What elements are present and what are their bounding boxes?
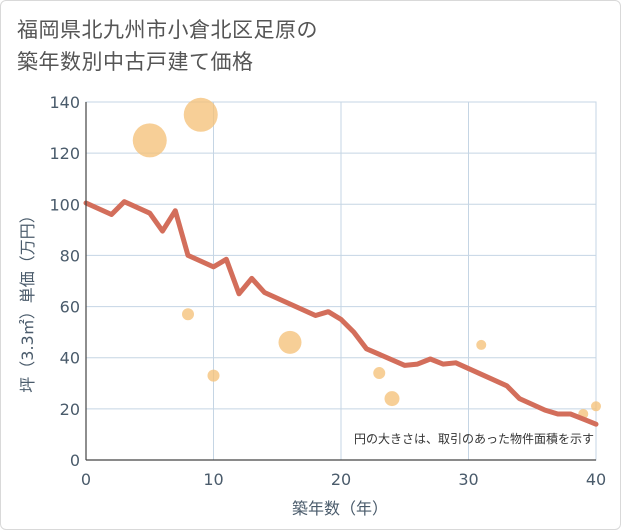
bubble-point <box>207 369 220 382</box>
y-tick-label: 80 <box>60 246 80 265</box>
y-tick-label: 120 <box>49 144 80 163</box>
x-tick-label: 10 <box>203 470 223 489</box>
y-tick-label: 20 <box>60 400 80 419</box>
average-line-series <box>83 199 599 427</box>
bubble-point <box>132 123 167 158</box>
bubble-point <box>182 308 194 321</box>
grid-lines <box>85 101 597 461</box>
bubble-point <box>476 339 487 350</box>
size-note: 円の大きさは、取引のあった物件面積を示す <box>354 431 594 446</box>
x-tick-label: 0 <box>81 470 91 489</box>
bubble-point <box>373 367 386 380</box>
average-price-line <box>83 199 599 427</box>
bubble-point <box>591 401 601 412</box>
x-tick-label: 30 <box>458 470 478 489</box>
bubble-series <box>132 97 601 419</box>
title-line-1: 福岡県北九州市小倉北区足原の <box>17 18 318 42</box>
title-line-2: 築年数別中古戸建て価格 <box>17 50 254 74</box>
y-tick-label: 40 <box>60 349 80 368</box>
x-tick-label: 20 <box>331 470 351 489</box>
bubble-point <box>278 330 302 354</box>
bubble-point <box>183 97 218 132</box>
y-tick-label: 140 <box>49 93 80 112</box>
y-tick-label: 100 <box>49 195 80 214</box>
bubble-point <box>384 391 400 407</box>
y-tick-label: 60 <box>60 298 80 317</box>
axes: 0 20 40 60 80 100 120 140 0 10 20 30 40 <box>49 93 606 489</box>
y-tick-label: 0 <box>70 451 80 470</box>
x-tick-label: 40 <box>586 470 606 489</box>
y-axis-label: 坪（3.3㎡）単価（万円） <box>18 207 37 392</box>
chart-title: 福岡県北九州市小倉北区足原の 築年数別中古戸建て価格 <box>17 14 318 78</box>
x-axis-label: 築年数（年） <box>292 499 388 518</box>
